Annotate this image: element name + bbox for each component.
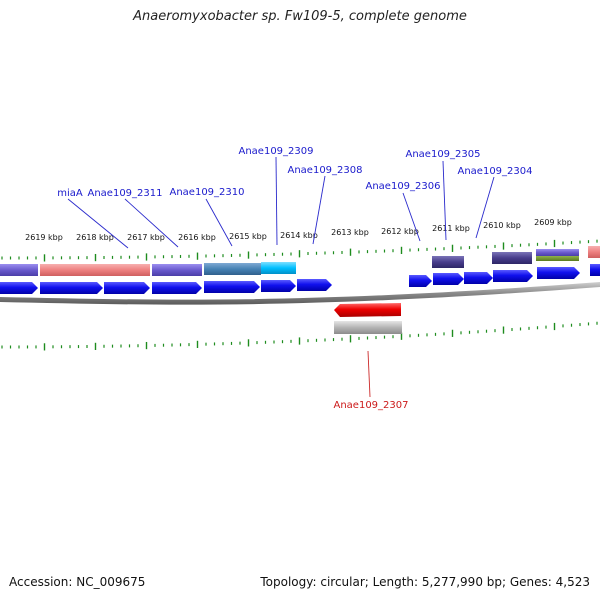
gene-label[interactable]: Anae109_2308	[288, 165, 363, 176]
leader-line	[275, 156, 278, 246]
tick-label: 2611 kbp	[432, 224, 470, 233]
genome-title: Anaeromyxobacter sp. Fw109-5, complete g…	[133, 9, 467, 24]
gene-arrow[interactable]	[537, 267, 580, 279]
feature-block[interactable]	[492, 252, 532, 264]
gene-arrow[interactable]	[152, 282, 202, 294]
feature-block[interactable]	[261, 262, 296, 274]
feature-block[interactable]	[432, 256, 464, 268]
gene-arrow[interactable]	[590, 264, 600, 276]
feature-block[interactable]	[40, 264, 102, 276]
gene-label[interactable]: Anae109_2311	[88, 188, 163, 199]
leader-line	[205, 198, 233, 247]
gene-label[interactable]: Anae109_2307	[334, 400, 409, 411]
tick-label: 2610 kbp	[483, 221, 521, 230]
tick-labels: 2619 kbp 2618 kbp 2617 kbp 2616 kbp 2615…	[25, 218, 572, 242]
accession-text: Accession: NC_009675	[9, 575, 146, 589]
tick-label: 2609 kbp	[534, 218, 572, 227]
gene-arrow[interactable]	[297, 279, 332, 291]
tick-label: 2616 kbp	[178, 233, 216, 242]
gene-arrow[interactable]	[433, 273, 464, 285]
tick-label: 2615 kbp	[229, 232, 267, 241]
feature-block[interactable]	[334, 321, 402, 334]
gene-arrow-reverse[interactable]	[334, 303, 401, 317]
tick-label: 2613 kbp	[331, 228, 369, 237]
gene-label[interactable]: Anae109_2304	[458, 166, 533, 177]
gene-arrow[interactable]	[261, 280, 296, 292]
feature-block[interactable]	[204, 263, 261, 275]
leader-line	[475, 176, 495, 239]
gene-label[interactable]: Anae109_2310	[170, 187, 245, 198]
gene-arrow[interactable]	[409, 275, 432, 287]
tick-label: 2614 kbp	[280, 231, 318, 240]
leader-line	[367, 350, 371, 398]
feature-block[interactable]	[588, 246, 600, 258]
tick-label: 2617 kbp	[127, 233, 165, 242]
leader-line	[442, 160, 447, 241]
leader-line	[312, 175, 326, 245]
gene-label[interactable]: Anae109_2306	[366, 181, 441, 192]
feature-block[interactable]	[152, 264, 202, 276]
gene-arrow[interactable]	[493, 270, 533, 282]
gene-arrow[interactable]	[464, 272, 493, 284]
label-leader-lines	[67, 156, 495, 398]
gene-label[interactable]: Anae109_2305	[406, 149, 481, 160]
leader-line	[124, 198, 179, 248]
tick-label: 2618 kbp	[76, 233, 114, 242]
feature-block[interactable]	[102, 264, 150, 276]
feature-block[interactable]	[536, 249, 579, 256]
feature-block[interactable]	[536, 256, 579, 261]
gene-labels: miaA Anae109_2311 Anae109_2310 Anae109_2…	[57, 146, 532, 411]
gene-label[interactable]: miaA	[57, 188, 83, 199]
tick-label: 2612 kbp	[381, 227, 419, 236]
genome-summary-text: Topology: circular; Length: 5,277,990 bp…	[260, 575, 590, 589]
gene-arrow[interactable]	[40, 282, 103, 294]
leader-line	[67, 198, 129, 249]
gene-arrow[interactable]	[204, 281, 260, 293]
feature-tracks	[0, 246, 600, 334]
gene-label[interactable]: Anae109_2309	[239, 146, 314, 157]
gene-arrow[interactable]	[104, 282, 150, 294]
genome-backbone	[0, 282, 600, 305]
tick-marks	[1, 239, 598, 351]
gene-arrow[interactable]	[0, 282, 38, 294]
leader-line	[402, 192, 421, 242]
tick-label: 2619 kbp	[25, 233, 63, 242]
feature-block[interactable]	[0, 264, 38, 276]
